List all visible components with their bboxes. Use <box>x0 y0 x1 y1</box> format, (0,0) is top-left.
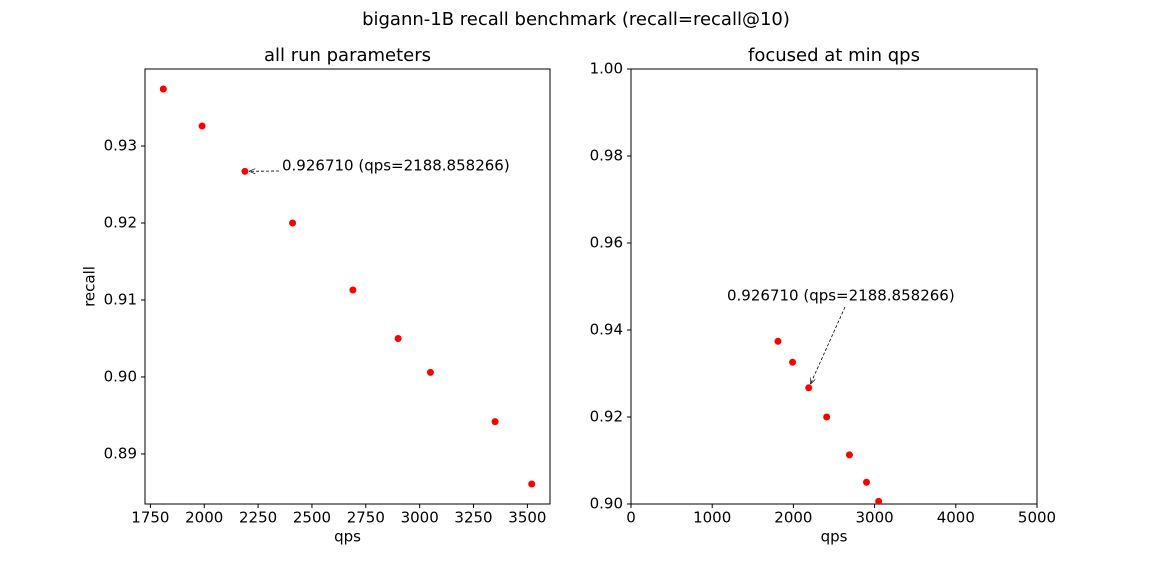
point <box>900 526 907 533</box>
figure-title: bigann-1B recall benchmark (recall=recal… <box>362 9 790 30</box>
x-tick-label: 3500 <box>508 509 546 527</box>
chart-title: all run parameters <box>264 45 431 66</box>
y-tick-label: 0.94 <box>590 321 623 339</box>
points <box>774 337 920 568</box>
y-axis-label: recall <box>81 266 99 307</box>
x-tick-label: 2000 <box>185 509 223 527</box>
y-tick-label: 0.89 <box>104 444 137 462</box>
point <box>823 413 831 421</box>
chart-title: focused at min qps <box>748 45 920 66</box>
y-tick-label: 0.92 <box>590 408 623 426</box>
point <box>845 451 853 459</box>
plot-frame <box>144 68 551 505</box>
y-tick-label: 0.91 <box>104 290 137 308</box>
point <box>774 337 782 345</box>
point <box>528 480 536 488</box>
y-tick-label: 0.92 <box>104 213 137 231</box>
point <box>198 122 206 130</box>
x-tick-label: 3250 <box>454 509 492 527</box>
x-tick-label: 2250 <box>239 509 277 527</box>
y-tick-label: 0.93 <box>104 136 137 154</box>
point <box>394 334 402 342</box>
point <box>159 85 167 93</box>
point <box>805 384 813 392</box>
x-axis-label: qps <box>334 528 361 546</box>
point <box>789 358 797 366</box>
x-tick-label: 0 <box>626 509 636 527</box>
x-tick-label: 2000 <box>774 509 812 527</box>
points <box>159 85 536 488</box>
point <box>241 167 249 175</box>
point <box>875 497 883 504</box>
annotation: 0.926710 (qps=2188.858266) <box>727 287 955 305</box>
y-tick-label: 1.00 <box>590 60 623 78</box>
x-tick-label: 1000 <box>693 509 731 527</box>
x-tick-label: 5000 <box>1018 509 1056 527</box>
y-tick-label: 0.90 <box>590 495 623 513</box>
x-tick-label: 3000 <box>856 509 894 527</box>
y-tick-label: 0.98 <box>590 147 623 165</box>
x-tick-label: 4000 <box>937 509 975 527</box>
annotation-arrow <box>810 306 846 384</box>
x-tick-label: 2500 <box>293 509 331 527</box>
point <box>349 286 357 294</box>
point <box>913 561 920 568</box>
y-tick-label: 0.96 <box>590 234 623 252</box>
point <box>426 368 434 376</box>
annotation: 0.926710 (qps=2188.858266) <box>282 157 510 175</box>
x-tick-label: 2750 <box>347 509 385 527</box>
point <box>491 418 499 426</box>
x-tick-label: 3000 <box>401 509 439 527</box>
x-tick-label: 1750 <box>131 509 169 527</box>
y-tick-label: 0.90 <box>104 367 137 385</box>
x-axis-label: qps <box>821 528 848 546</box>
point <box>862 478 870 486</box>
plot-frame <box>630 68 1038 505</box>
point <box>289 219 297 227</box>
